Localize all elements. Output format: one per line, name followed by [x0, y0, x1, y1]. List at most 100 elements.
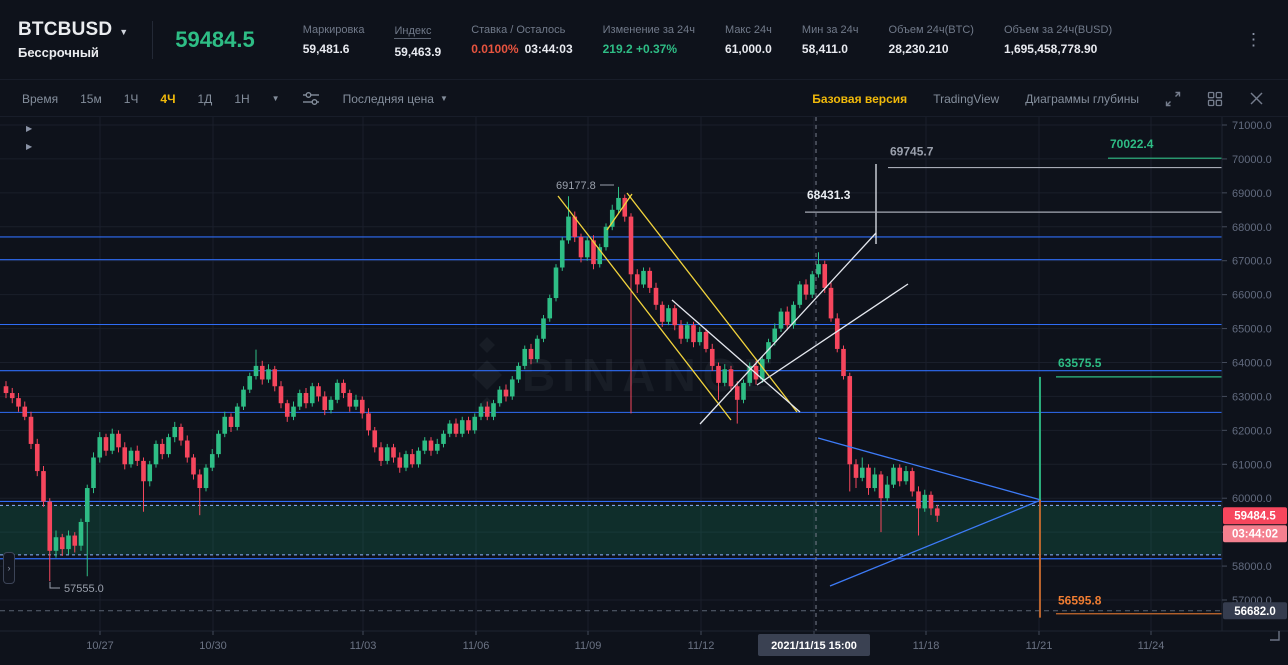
candle-body: [109, 433, 115, 451]
candle-body: [316, 386, 321, 397]
stat-item: Изменение за 24ч 219.2 +0.37%: [603, 24, 695, 56]
chart-settings-icon[interactable]: [302, 91, 321, 106]
candle-body: [284, 403, 290, 417]
time-axis-label: 11/21: [1026, 640, 1053, 652]
candle-body: [828, 287, 834, 319]
candle-body: [516, 365, 521, 380]
candle-body: [903, 471, 909, 482]
chevron-down-icon: ▼: [439, 94, 448, 103]
indicator-collapse-arrow[interactable]: ▶: [26, 124, 33, 133]
candle-body: [322, 396, 328, 411]
candle-body: [878, 474, 884, 499]
candle-body: [91, 457, 96, 489]
candle-body: [291, 406, 296, 417]
stat-label: Мин за 24ч: [801, 23, 859, 36]
symbol-selector[interactable]: BTCBUSD ▼ Бессрочный: [18, 19, 128, 60]
time-mode-label[interactable]: Время: [22, 91, 59, 106]
interval-more-chevron-icon[interactable]: ▼: [271, 94, 280, 103]
candle-body: [834, 318, 840, 349]
candle-body: [909, 471, 915, 492]
price-mode-selector[interactable]: Последняя цена ▼: [343, 92, 448, 106]
candle-body: [409, 454, 415, 465]
candle-body: [766, 342, 771, 360]
point-label: 57555.0: [64, 583, 104, 595]
candle-body: [34, 443, 40, 472]
close-icon[interactable]: [1249, 91, 1264, 106]
chevron-down-icon: ▼: [119, 26, 129, 37]
candle-body: [16, 398, 21, 407]
candle-body: [147, 464, 153, 482]
interval-1Д[interactable]: 1Д: [197, 91, 213, 106]
candle-body: [259, 365, 265, 380]
candle-body: [928, 494, 934, 509]
candle-body: [622, 197, 628, 217]
trend-line-blue: [829, 499, 1042, 587]
trend-line-white: [756, 283, 909, 386]
candle-body: [884, 484, 890, 499]
candle-body: [747, 365, 753, 383]
panel-expand-button[interactable]: ›: [3, 552, 15, 584]
stat-item: Маркировка 59,481.6: [303, 24, 365, 56]
stat-value: 1,695,458,778.90: [1003, 41, 1098, 56]
indicator-collapse-arrow[interactable]: ▶: [26, 142, 33, 151]
candle-body: [784, 311, 790, 326]
candle-body: [697, 331, 703, 343]
price-level-label: 70022.4: [1110, 137, 1154, 151]
candle-body: [634, 274, 640, 285]
interval-selector: 15м 1Ч 4Ч 1Д 1Н: [80, 92, 250, 106]
view-tab[interactable]: TradingView: [933, 91, 1000, 106]
candle-body: [597, 247, 603, 265]
candle-body: [253, 365, 259, 377]
candle-body: [559, 240, 565, 268]
trend-line-white: [699, 232, 877, 425]
stat-label: Индекс: [394, 24, 432, 39]
candle-body: [484, 406, 490, 417]
candle-body: [41, 471, 46, 502]
candle-body: [759, 359, 765, 380]
interval-4Ч[interactable]: 4Ч: [160, 91, 176, 106]
candle-body: [222, 416, 228, 434]
header-divider: [152, 20, 154, 59]
candle-body: [772, 328, 778, 343]
candle-body: [691, 325, 696, 343]
view-tab[interactable]: Диаграммы глубины: [1025, 91, 1139, 106]
candle-body: [84, 488, 90, 522]
trend-line-white: [671, 299, 801, 413]
candle-body: [266, 369, 271, 380]
candle-body: [497, 389, 503, 404]
candle-body: [341, 382, 346, 394]
candle-body: [553, 267, 559, 299]
chart-background: [0, 117, 1288, 660]
grid-layout-icon[interactable]: [1207, 91, 1223, 107]
price-chart-canvas[interactable]: BINANCE70022.469745.768431.363575.556595…: [0, 117, 1288, 660]
candle-body: [372, 430, 378, 448]
price-axis-label: 67000.0: [1232, 256, 1272, 268]
price-level-label: 68431.3: [807, 188, 851, 202]
fullscreen-icon[interactable]: [1165, 91, 1181, 107]
candle-body: [547, 298, 553, 319]
candle-body: [916, 491, 921, 509]
candle-body: [28, 416, 34, 444]
interval-15м[interactable]: 15м: [80, 91, 102, 106]
interval-1Н[interactable]: 1Н: [234, 91, 250, 106]
last-price-chip-label: 59484.5: [1234, 511, 1276, 523]
candle-body: [241, 389, 246, 407]
time-axis-label: 10/30: [199, 640, 227, 652]
price-axis-label: 70000.0: [1232, 154, 1272, 166]
candle-body: [116, 433, 121, 448]
interval-1Ч[interactable]: 1Ч: [123, 91, 139, 106]
more-menu-icon[interactable]: ⋮: [1245, 30, 1262, 49]
view-tab[interactable]: Базовая версия: [812, 91, 908, 106]
candle-body: [97, 437, 103, 458]
price-zone: [0, 505, 1222, 555]
candle-body: [278, 386, 284, 404]
candle-body: [391, 447, 396, 458]
candle-body: [491, 403, 496, 417]
time-axis-label: 10/27: [86, 640, 114, 652]
funding-countdown-label: 03:44:02: [1232, 529, 1278, 541]
candle-body: [228, 416, 234, 427]
stat-value: 0.0100% 03:44:03: [471, 41, 573, 56]
price-axis-label: 63000.0: [1232, 391, 1272, 403]
candle-body: [309, 386, 315, 404]
candle-body: [791, 304, 796, 326]
